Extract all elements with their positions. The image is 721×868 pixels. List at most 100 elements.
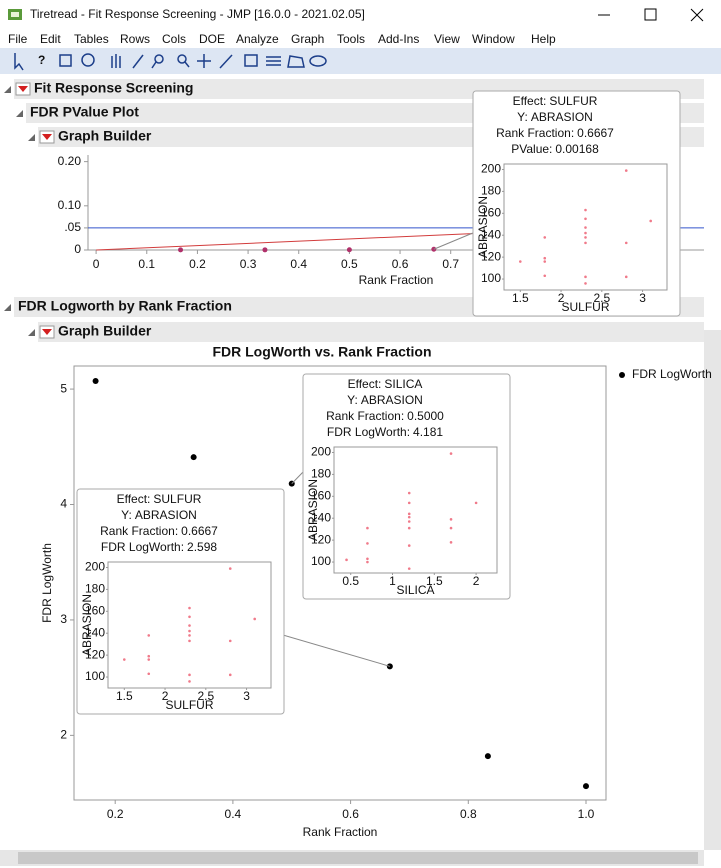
menu-bar bbox=[0, 30, 721, 48]
data-point bbox=[543, 256, 547, 260]
outline-header: Graph Builder bbox=[28, 322, 704, 342]
data-point[interactable] bbox=[582, 783, 589, 790]
y-tick-label: 5 bbox=[60, 381, 67, 395]
x-axis-label: Rank Fraction bbox=[359, 273, 434, 287]
hover-field: Effect: bbox=[117, 492, 151, 506]
data-point[interactable] bbox=[92, 378, 99, 385]
y-tick-label: 0.10 bbox=[58, 198, 82, 212]
x-axis-label: SILICA bbox=[396, 583, 434, 597]
disclosure-icon[interactable] bbox=[16, 110, 23, 117]
y-tick-label: 100 bbox=[481, 271, 501, 285]
data-point bbox=[188, 629, 191, 633]
hover-line: PValue: 0.00168 bbox=[511, 142, 599, 156]
x-tick-label: 2 bbox=[558, 291, 565, 305]
x-tick-label: 0.8 bbox=[460, 807, 477, 821]
x-tick-label: 0.1 bbox=[138, 257, 155, 271]
x-axis-label: SULFUR bbox=[165, 698, 213, 712]
data-point bbox=[584, 282, 587, 285]
data-point bbox=[147, 658, 151, 661]
red-triangle[interactable] bbox=[42, 329, 52, 335]
data-point bbox=[407, 512, 411, 516]
hover-value: ABRASION bbox=[531, 110, 593, 124]
x-tick-label: 3 bbox=[639, 291, 646, 305]
hover-line: Rank Fraction: 0.5000 bbox=[326, 409, 444, 423]
data-point bbox=[253, 617, 256, 621]
red-triangle[interactable] bbox=[42, 134, 52, 140]
data-point[interactable] bbox=[484, 753, 491, 760]
chart-title: FDR LogWorth vs. Rank Fraction bbox=[212, 344, 431, 360]
hover-value: 0.6667 bbox=[577, 126, 614, 140]
menu-item[interactable]: Analyze bbox=[236, 32, 279, 46]
data-point bbox=[449, 452, 453, 455]
menu-item[interactable]: Graph bbox=[291, 32, 324, 46]
x-tick-label: 0.5 bbox=[342, 574, 359, 588]
data-point bbox=[366, 557, 369, 561]
y-tick-label: 180 bbox=[311, 467, 331, 481]
menu-item[interactable]: Rows bbox=[120, 32, 150, 46]
maximize-button[interactable] bbox=[644, 8, 657, 21]
menu-item[interactable]: Window bbox=[472, 32, 515, 46]
disclosure-icon[interactable] bbox=[28, 329, 35, 336]
y-tick-label: 2 bbox=[60, 728, 67, 742]
data-point bbox=[188, 680, 191, 683]
data-point bbox=[188, 673, 191, 677]
data-point bbox=[584, 241, 587, 245]
red-triangle[interactable] bbox=[18, 86, 28, 92]
data-point bbox=[228, 673, 232, 677]
hover-field: Rank Fraction: bbox=[326, 409, 404, 423]
data-point[interactable] bbox=[346, 247, 352, 253]
data-point bbox=[228, 639, 232, 643]
legend-label: FDR LogWorth bbox=[632, 367, 712, 381]
y-axis-label: ABRASION bbox=[80, 594, 94, 656]
outline-title: Graph Builder bbox=[58, 128, 152, 144]
hover-field: Y: bbox=[347, 393, 358, 407]
x-tick-label: 2.5 bbox=[197, 689, 214, 703]
close-button[interactable] bbox=[690, 8, 704, 22]
scroll-thumb[interactable] bbox=[18, 852, 698, 864]
y-tick-label: 180 bbox=[481, 184, 501, 198]
data-point bbox=[649, 219, 652, 223]
hover-line: FDR LogWorth: 4.181 bbox=[327, 425, 443, 439]
x-tick-label: 2 bbox=[162, 689, 169, 703]
y-tick-label: 160 bbox=[481, 205, 501, 219]
x-tick-label: 0.4 bbox=[290, 257, 307, 271]
disclosure-icon[interactable] bbox=[4, 86, 11, 93]
data-point bbox=[543, 274, 547, 278]
disclosure-icon[interactable] bbox=[4, 304, 11, 311]
menu-item[interactable]: Tools bbox=[337, 32, 365, 46]
data-point bbox=[407, 544, 411, 547]
y-tick-label: 200 bbox=[85, 560, 105, 574]
data-point bbox=[449, 541, 453, 544]
menu-item[interactable]: Edit bbox=[40, 32, 61, 46]
plot-frame bbox=[333, 446, 498, 574]
menu-item[interactable]: File bbox=[8, 32, 28, 46]
x-tick-label: 0.3 bbox=[240, 257, 257, 271]
y-axis-label: ABRASION bbox=[476, 196, 490, 258]
data-point bbox=[624, 275, 628, 279]
menu-item[interactable]: Tables bbox=[74, 32, 109, 46]
hover-field: Y: bbox=[517, 110, 528, 124]
toolbar-icons[interactable]: ? bbox=[14, 53, 327, 71]
menu-item[interactable]: Add-Ins bbox=[378, 32, 419, 46]
menu-item[interactable]: View bbox=[434, 32, 460, 46]
data-point[interactable] bbox=[262, 247, 268, 253]
data-point bbox=[449, 518, 453, 521]
y-axis-label: ABRASION bbox=[306, 479, 320, 541]
hover-field: Rank Fraction: bbox=[100, 524, 178, 538]
data-point bbox=[584, 275, 587, 279]
data-point[interactable] bbox=[190, 454, 197, 461]
disclosure-icon[interactable] bbox=[28, 134, 35, 141]
menu-item[interactable]: Help bbox=[531, 32, 556, 46]
thumbnail-plot: 1.5 2 2.5 3 100 120 140 160 180 200 SULFUR ABRASION bbox=[476, 162, 668, 314]
data-point bbox=[519, 260, 522, 263]
pvalue-plot: 0 0.1 0.2 0.3 0.4 0.5 0.6 0.7 0 .05 0.10 0.20 Rank F… bbox=[58, 154, 704, 287]
x-tick-label: 0.2 bbox=[189, 257, 206, 271]
vertical-scrollbar[interactable] bbox=[704, 330, 721, 850]
data-point[interactable] bbox=[178, 247, 184, 253]
menu-item[interactable]: DOE bbox=[199, 32, 225, 46]
menu-item[interactable]: Cols bbox=[162, 32, 186, 46]
y-tick-label: 3 bbox=[60, 612, 67, 626]
x-tick-label: 1.5 bbox=[512, 291, 529, 305]
